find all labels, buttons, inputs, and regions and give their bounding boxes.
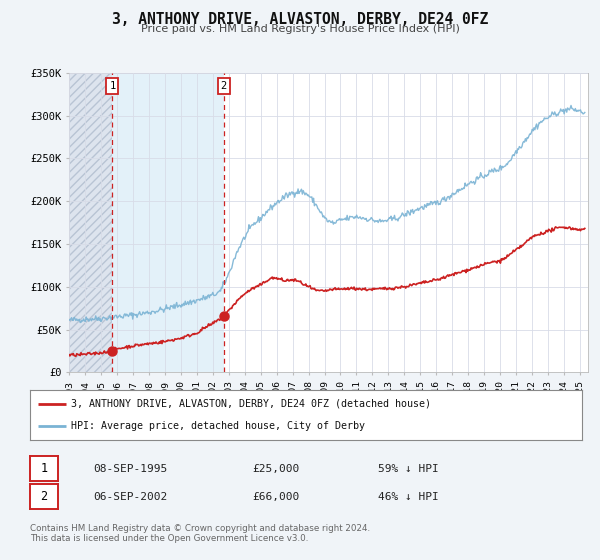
Text: 3, ANTHONY DRIVE, ALVASTON, DERBY, DE24 0FZ (detached house): 3, ANTHONY DRIVE, ALVASTON, DERBY, DE24 … bbox=[71, 399, 431, 409]
Text: 1: 1 bbox=[109, 81, 116, 91]
Text: Contains HM Land Registry data © Crown copyright and database right 2024.
This d: Contains HM Land Registry data © Crown c… bbox=[30, 524, 370, 543]
Bar bbox=[69, 73, 112, 372]
Text: 06-SEP-2002: 06-SEP-2002 bbox=[93, 492, 167, 502]
Bar bbox=[112, 73, 224, 372]
Text: 08-SEP-1995: 08-SEP-1995 bbox=[93, 464, 167, 474]
Bar bbox=[69, 73, 112, 372]
Text: 2: 2 bbox=[221, 81, 227, 91]
Text: 2: 2 bbox=[40, 490, 47, 503]
Text: 46% ↓ HPI: 46% ↓ HPI bbox=[378, 492, 439, 502]
Text: £25,000: £25,000 bbox=[252, 464, 299, 474]
Text: 59% ↓ HPI: 59% ↓ HPI bbox=[378, 464, 439, 474]
Text: 1: 1 bbox=[40, 462, 47, 475]
Text: 3, ANTHONY DRIVE, ALVASTON, DERBY, DE24 0FZ: 3, ANTHONY DRIVE, ALVASTON, DERBY, DE24 … bbox=[112, 12, 488, 27]
Text: Price paid vs. HM Land Registry's House Price Index (HPI): Price paid vs. HM Land Registry's House … bbox=[140, 24, 460, 34]
Text: HPI: Average price, detached house, City of Derby: HPI: Average price, detached house, City… bbox=[71, 421, 365, 431]
Text: £66,000: £66,000 bbox=[252, 492, 299, 502]
